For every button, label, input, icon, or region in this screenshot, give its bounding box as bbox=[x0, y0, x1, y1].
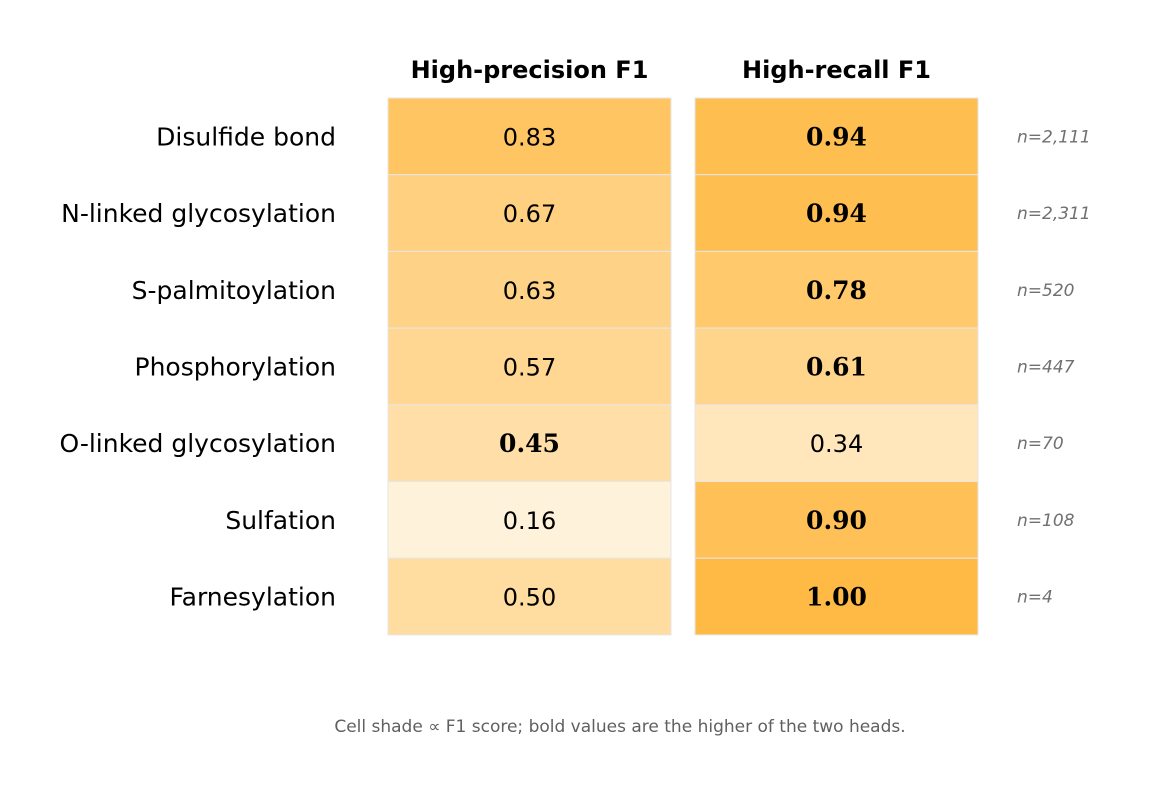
cell-value-label: 0.57 bbox=[503, 353, 556, 381]
sample-size-labels: n=2,111 n=2,311 n=520 n=447 n=70 n=108 n=4 bbox=[1017, 127, 1091, 607]
heatmap-cell bbox=[387, 174, 672, 252]
heatmap-cell bbox=[694, 557, 979, 636]
heatmap-cell bbox=[387, 97, 672, 176]
cell-value-label: 0.45 bbox=[499, 429, 560, 458]
cell-value-label: 0.50 bbox=[503, 584, 556, 612]
cell-value-label: 0.16 bbox=[503, 507, 556, 535]
cell-value-label: 0.90 bbox=[806, 506, 867, 535]
heatmap-cell bbox=[694, 250, 979, 329]
row-label: Sulfation bbox=[225, 506, 336, 535]
sample-size-label: n=520 bbox=[1017, 281, 1074, 301]
sample-size-label: n=108 bbox=[1017, 511, 1075, 531]
cell-value-label: 0.83 bbox=[503, 123, 556, 151]
cell-value-label: 0.63 bbox=[503, 277, 556, 305]
cell-value-label: 0.78 bbox=[806, 276, 867, 305]
row-label: Phosphorylation bbox=[135, 352, 336, 381]
row-label: Farnesylation bbox=[170, 583, 336, 612]
sample-size-label: n=2,111 bbox=[1017, 127, 1091, 147]
column-header-1: High-recall F1 bbox=[742, 56, 931, 84]
heatmap-cell bbox=[387, 250, 672, 329]
row-label: Disulfide bond bbox=[156, 122, 336, 151]
cell-value-label: 0.61 bbox=[806, 352, 867, 381]
sample-size-label: n=4 bbox=[1017, 588, 1053, 608]
sample-size-label: n=2,311 bbox=[1017, 204, 1091, 224]
heatmap-cell bbox=[694, 97, 979, 176]
cell-value-label: 1.00 bbox=[806, 583, 867, 612]
sample-size-label: n=447 bbox=[1017, 357, 1075, 377]
row-label: O-linked glycosylation bbox=[59, 429, 336, 458]
heatmap-cell bbox=[694, 481, 979, 559]
heatmap-cell bbox=[694, 327, 979, 406]
heatmap-cell bbox=[694, 404, 979, 482]
cell-value-label: 0.34 bbox=[810, 430, 863, 458]
heatmap-cell bbox=[387, 557, 672, 636]
cell-value-label: 0.67 bbox=[503, 200, 556, 228]
heatmap-cell bbox=[694, 174, 979, 252]
heatmap-cell bbox=[387, 481, 672, 559]
cell-value-label: 0.94 bbox=[806, 122, 867, 151]
row-labels: Disulfide bond N-linked glycosylation S-pa… bbox=[59, 122, 336, 611]
row-label: N-linked glycosylation bbox=[61, 199, 336, 228]
cell-value-label: 0.94 bbox=[806, 199, 867, 228]
row-label: S-palmitoylation bbox=[132, 276, 336, 305]
column-headers: High-precision F1 High-recall F1 bbox=[411, 56, 931, 84]
column-header-0: High-precision F1 bbox=[411, 56, 649, 84]
chart-caption: Cell shade ∝ F1 score; bold values are t… bbox=[334, 717, 905, 737]
heatmap-cells: 0.83 0.94 0.67 0.94 0.63 0.78 0.57 0.61 0.45 0.34… bbox=[387, 97, 979, 636]
sample-size-label: n=70 bbox=[1017, 434, 1064, 454]
